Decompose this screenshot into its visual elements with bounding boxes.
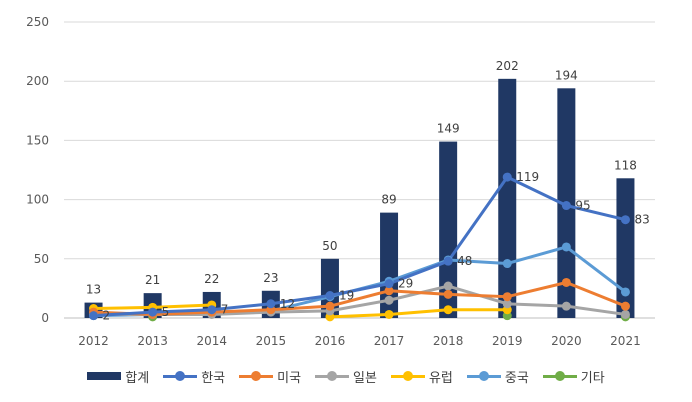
- y-tick-label: 200: [26, 74, 49, 88]
- series-line: [328, 308, 509, 319]
- bar-data-label: 118: [614, 158, 637, 172]
- legend-label: 한국: [201, 370, 226, 386]
- legend-item: 한국: [163, 367, 225, 386]
- bar-data-label: 194: [555, 68, 578, 82]
- legend-item: 중국: [466, 367, 529, 386]
- legend-label: 중국: [504, 370, 529, 386]
- bar-data-label: 13: [86, 283, 101, 297]
- line-data-label: 2: [103, 309, 111, 323]
- x-tick-label: 2015: [256, 334, 287, 348]
- x-tick-label: 2018: [433, 334, 464, 348]
- line-data-label: 48: [457, 254, 472, 268]
- series-point: [148, 307, 158, 317]
- series-point: [561, 301, 571, 311]
- series-point: [502, 172, 512, 182]
- series-point: [561, 277, 571, 287]
- line-series: [92, 175, 627, 319]
- y-tick-label: 100: [26, 193, 49, 207]
- x-axis-ticks: 2012 2013 2014 2015 2016 2017 2018 2019 2020 2021: [78, 334, 640, 348]
- bar-data-label: 23: [263, 271, 278, 285]
- series-point: [443, 305, 453, 315]
- legend-label: 일본: [353, 370, 377, 386]
- line-data-label: 95: [575, 199, 590, 213]
- series-point: [384, 286, 394, 296]
- series-line: [92, 280, 627, 316]
- legend-line-swatch: [390, 370, 425, 382]
- series-point: [561, 201, 571, 211]
- x-tick-label: 2013: [137, 334, 168, 348]
- x-tick-label: 2021: [610, 334, 641, 348]
- x-tick-label: 2020: [551, 334, 582, 348]
- series-point: [325, 291, 335, 301]
- series-point: [502, 292, 512, 302]
- series-point: [384, 295, 394, 305]
- line-data-label: 119: [516, 170, 539, 184]
- bar-data-label: 50: [322, 239, 337, 253]
- x-tick-label: 2014: [196, 334, 227, 348]
- bar-data-label: 89: [381, 193, 396, 207]
- series-point: [502, 259, 512, 269]
- line-data-label: 5: [162, 305, 170, 319]
- legend-label: 미국: [277, 370, 302, 386]
- x-tick-label: 2017: [374, 334, 405, 348]
- series-line: [92, 175, 627, 318]
- x-tick-label: 2012: [78, 334, 109, 348]
- legend-item: 미국: [239, 367, 301, 386]
- y-tick-label: 150: [26, 133, 49, 147]
- y-tick-label: 0: [41, 311, 49, 325]
- legend-item: 기타: [542, 367, 605, 386]
- bar-data-label: 21: [145, 273, 160, 287]
- series-point: [620, 309, 630, 319]
- bar: [616, 178, 635, 318]
- legend-label: 유럽: [428, 370, 453, 386]
- bar-data-label: 149: [437, 122, 460, 136]
- legend: 합계 한국 미국 일본 유럽 중국 기타: [0, 362, 692, 390]
- legend-label: 기타: [580, 370, 605, 386]
- series-point: [620, 301, 630, 311]
- legend-item: 유럽: [390, 367, 453, 386]
- series-point: [443, 289, 453, 299]
- series-point: [325, 301, 335, 311]
- bar: [439, 141, 458, 318]
- series-point: [620, 287, 630, 297]
- legend-line-swatch: [466, 370, 501, 382]
- legend-bar-swatch: [87, 372, 122, 380]
- series-point: [384, 279, 394, 289]
- data-labels: 13 21 22 23 50 89 149 202 194 118 2 5 7 12 19 29 48 119 95…: [86, 59, 650, 323]
- series-point: [266, 299, 276, 309]
- x-tick-label: 2019: [492, 334, 523, 348]
- bar: [498, 78, 517, 318]
- line-data-label: 19: [339, 289, 354, 303]
- line-data-label: 83: [634, 213, 649, 227]
- legend-line-swatch: [542, 370, 577, 382]
- series-point: [89, 311, 99, 321]
- series-point: [384, 309, 394, 319]
- y-axis-ticks: 0 50 100 150 200 250: [26, 15, 49, 325]
- legend-label: 합계: [125, 370, 150, 386]
- series-point: [443, 281, 453, 291]
- line-data-label: 12: [280, 297, 295, 311]
- legend-item: 합계: [87, 367, 149, 386]
- line-points: [89, 172, 630, 322]
- series-point: [502, 299, 512, 309]
- series-point: [561, 242, 571, 252]
- series-point: [207, 305, 217, 315]
- bar-data-label: 202: [496, 59, 519, 73]
- bar-data-label: 22: [204, 272, 219, 286]
- y-tick-label: 250: [26, 15, 49, 29]
- bar: [320, 258, 339, 318]
- gridlines: [64, 21, 655, 319]
- x-tick-label: 2016: [315, 334, 346, 348]
- legend-item: 일본: [315, 367, 377, 386]
- legend-line-swatch: [163, 370, 198, 382]
- series-point: [620, 215, 630, 225]
- y-tick-label: 50: [34, 252, 49, 266]
- line-data-label: 29: [398, 277, 413, 291]
- legend-line-swatch: [239, 370, 274, 382]
- legend-line-swatch: [315, 370, 350, 382]
- line-data-label: 7: [221, 303, 229, 317]
- series-point: [443, 256, 453, 266]
